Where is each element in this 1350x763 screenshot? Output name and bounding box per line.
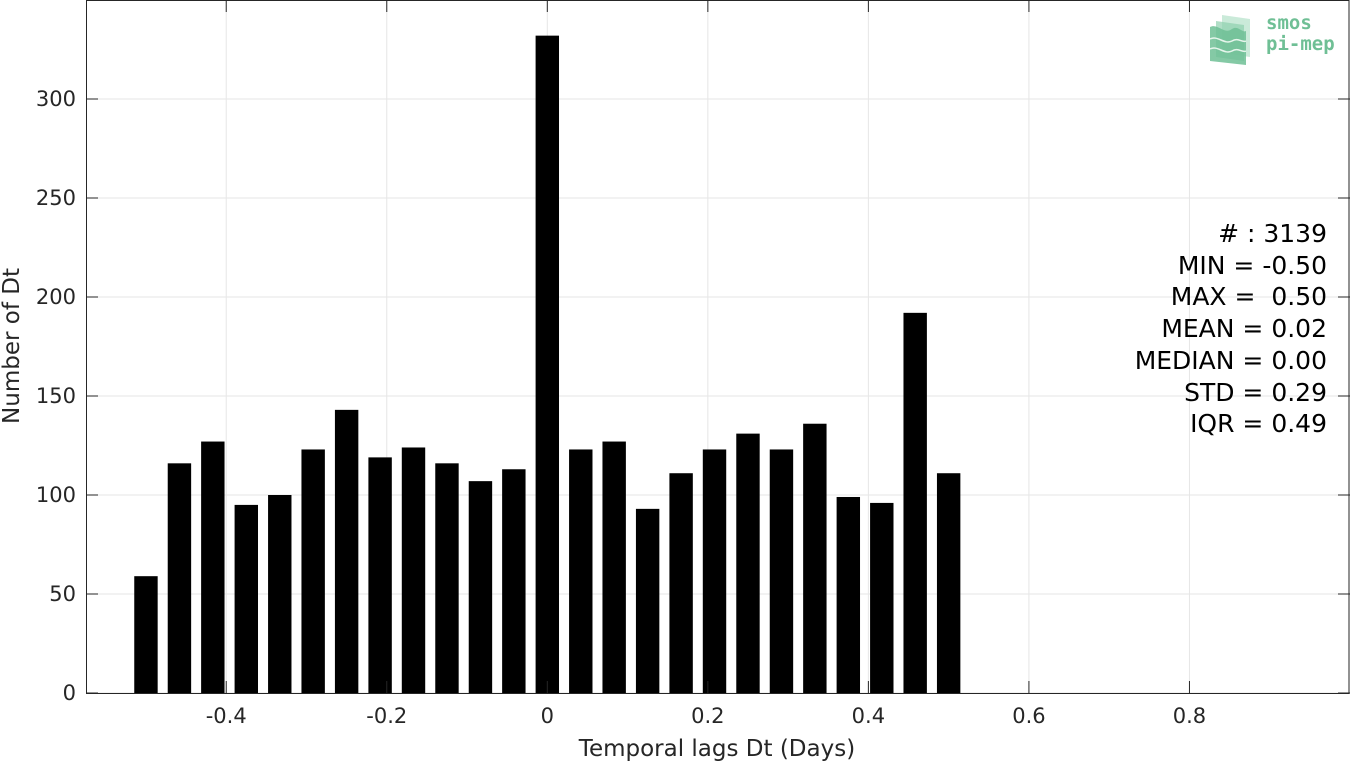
histogram-bar [602,441,626,693]
x-tick-label: 0.8 [1173,704,1206,728]
stat-line: IQR = 0.49 [1190,409,1327,439]
histogram-bar [569,449,593,693]
histogram-bar [769,449,794,693]
y-tick-label: 150 [36,384,76,408]
y-tick-label: 50 [49,582,76,606]
histogram-bar [301,449,325,693]
smos-pi-mep-logo: smos pi-mep [1210,13,1345,68]
histogram-bar [134,576,158,693]
histogram-bar [334,409,359,693]
histogram-bar [535,35,560,693]
histogram-bar [936,473,961,693]
stat-line: MEAN = 0.02 [1161,314,1327,344]
y-tick-label: 200 [36,285,76,309]
stat-line: STD = 0.29 [1184,377,1327,407]
histogram-bar [803,423,827,693]
histogram-bar [167,463,192,693]
histogram-bar [368,457,392,693]
histogram-bar [435,463,459,693]
logo-waves-icon [1210,15,1250,65]
histogram-bar [836,496,861,693]
x-tick-label: 0 [541,704,554,728]
y-tick-label: 100 [36,483,76,507]
logo-text-pi-mep: pi-mep [1266,33,1335,55]
histogram-bar [468,481,493,693]
y-tick-label: 250 [36,186,76,210]
histogram-bar [401,447,426,693]
x-tick-label: 0.6 [1012,704,1045,728]
axes-frame [86,0,1350,694]
histogram-bar [702,449,727,693]
histogram-bar [870,502,894,693]
stat-line: MIN = -0.50 [1177,250,1327,280]
histogram-bar [736,433,760,693]
stat-line: MEDIAN = 0.00 [1134,345,1327,375]
x-tick-label: 0.4 [852,704,885,728]
histogram-bar [234,504,259,693]
histogram-bar [201,441,225,693]
y-tick-label: 300 [36,87,76,111]
y-tick-labels: 0 50 100 150 200 250 300 [36,87,76,705]
histogram-bar [268,495,292,693]
y-tick-label: 0 [63,681,76,705]
bars [134,35,961,693]
histogram-bar [903,312,927,693]
y-axis-label: Number of Dt [0,268,25,424]
axes-box [86,0,1350,694]
histogram-bar [502,469,526,693]
histogram-bar [635,508,660,693]
histogram-bar [669,473,693,693]
stat-line: MAX = 0.50 [1170,282,1327,312]
x-tick-labels: -0.4 -0.2 0 0.2 0.4 0.6 0.8 [206,704,1206,728]
statistics-box: # : 3139 MIN = -0.50 MAX = 0.50 MEAN = 0.02… [1135,218,1327,440]
x-tick-label: -0.2 [366,704,407,728]
stat-line: # : 3139 [1218,219,1327,248]
grid-lines [86,0,1350,694]
x-axis-label: Temporal lags Dt (Days) [578,736,855,762]
x-tick-label: -0.4 [206,704,247,728]
x-tick-label: 0.2 [691,704,724,728]
logo-text-smos: smos [1266,12,1312,34]
